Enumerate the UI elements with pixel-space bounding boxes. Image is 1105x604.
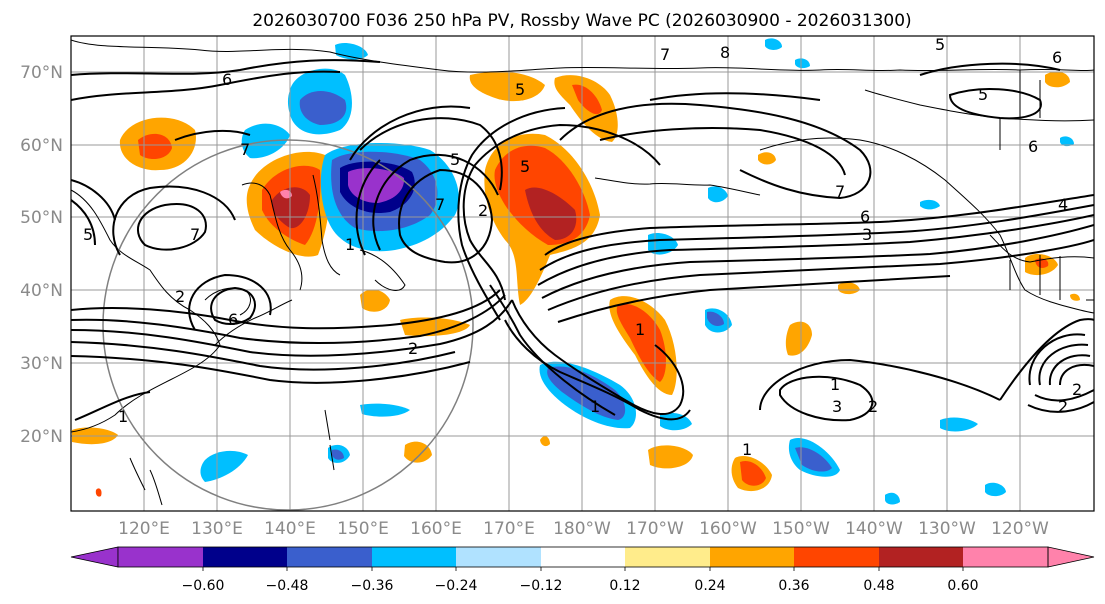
contour-label: 3 <box>862 225 872 244</box>
lon-label: 130°E <box>191 519 243 539</box>
lon-label: 170°W <box>626 519 684 539</box>
colorbar-bin <box>710 547 794 567</box>
contour-label: 1 <box>118 407 128 426</box>
colorbar-bin <box>541 547 625 567</box>
contour-label: 1 <box>590 397 600 416</box>
lon-label: 160°W <box>699 519 757 539</box>
colorbar-bin <box>372 547 456 567</box>
colorbar-tick-label: −0.12 <box>520 578 563 594</box>
colorbar-tick-label: 0.60 <box>947 578 978 594</box>
colorbar-bin <box>203 547 287 567</box>
contour-label: 6 <box>1052 48 1062 67</box>
colorbar-tick-label: 0.24 <box>694 578 725 594</box>
lat-label: 60°N <box>20 136 63 156</box>
lat-label: 70°N <box>20 63 63 83</box>
lat-label: 20°N <box>20 427 63 447</box>
colorbar-bin <box>794 547 879 567</box>
colorbar-tick-label: 0.12 <box>609 578 640 594</box>
contour-label: 7 <box>240 140 250 159</box>
lon-label: 130°W <box>918 519 976 539</box>
colorbar: −0.60 −0.48 −0.36 −0.24 −0.12 0.12 0.24 … <box>70 546 1095 594</box>
contour-label: 7 <box>660 45 670 64</box>
contour-label: 1 <box>742 440 752 459</box>
lat-label: 40°N <box>20 281 63 301</box>
colorbar-tick-label: 0.48 <box>863 578 894 594</box>
colorbar-bin <box>963 547 1048 567</box>
contour-labels: 6 5 8 7 5 5 6 6 7 6 4 3 5 5 7 2 7 1 2 1 … <box>83 35 1082 459</box>
contour-label: 2 <box>868 397 878 416</box>
lon-label: 150°E <box>337 519 389 539</box>
contour-label: 2 <box>175 287 185 306</box>
lon-label: 150°W <box>772 519 830 539</box>
reference-circle <box>102 139 474 511</box>
colorbar-tick-label: −0.60 <box>182 578 225 594</box>
lon-label: 160°E <box>410 519 462 539</box>
contour-label: 6 <box>860 207 870 226</box>
longitude-labels: 120°E 130°E 140°E 150°E 160°E 170°E 180°… <box>118 519 1049 539</box>
lon-label: 170°E <box>483 519 535 539</box>
lon-label: 120°E <box>118 519 170 539</box>
contour-label: 5 <box>450 150 460 169</box>
lat-label: 50°N <box>20 208 63 228</box>
colorbar-outline <box>117 546 1049 568</box>
contour-label: 2 <box>408 339 418 358</box>
height-contours <box>71 59 1094 422</box>
colorbar-bin <box>456 547 541 567</box>
colorbar-tick-label: −0.48 <box>266 578 309 594</box>
lon-label: 120°W <box>991 519 1049 539</box>
contour-label: 1 <box>635 320 645 339</box>
colorbar-bin <box>118 547 203 567</box>
colorbar-bin <box>879 547 963 567</box>
contour-label: 8 <box>720 43 730 62</box>
map-title: 2026030700 F036 250 hPa PV, Rossby Wave … <box>252 11 911 31</box>
contour-label: 6 <box>222 70 232 89</box>
pv-anomaly-shading <box>72 38 1080 505</box>
contour-label: 1 <box>345 235 355 254</box>
map-frame <box>70 35 1095 512</box>
contour-label: 3 <box>832 397 842 416</box>
colorbar-bin <box>625 547 710 567</box>
contour-label: 2 <box>1058 397 1068 416</box>
colorbar-tick-label: −0.24 <box>435 578 478 594</box>
contour-label: 2 <box>1072 380 1082 399</box>
lon-label: 140°W <box>845 519 903 539</box>
contour-label: 7 <box>835 182 845 201</box>
contour-label: 1 <box>830 375 840 394</box>
latitude-labels: 70°N 60°N 50°N 40°N 30°N 20°N <box>20 63 63 447</box>
colorbar-max-arrow <box>1047 546 1095 568</box>
contour-label: 5 <box>978 85 988 104</box>
colorbar-tick-label: 0.36 <box>778 578 809 594</box>
contour-label: 7 <box>435 195 445 214</box>
colorbar-tick-label: −0.36 <box>351 578 394 594</box>
contour-label: 5 <box>515 80 525 99</box>
lat-label: 30°N <box>20 354 63 374</box>
contour-label: 7 <box>190 225 200 244</box>
colorbar-bin <box>287 547 372 567</box>
contour-label: 5 <box>83 225 93 244</box>
contour-label: 5 <box>935 35 945 54</box>
lon-label: 180°W <box>553 519 611 539</box>
contour-label: 2 <box>478 201 488 220</box>
contour-label: 4 <box>1058 195 1068 214</box>
contour-label: 6 <box>228 310 238 329</box>
contour-label: 5 <box>520 157 530 176</box>
contour-label: 6 <box>1028 137 1038 156</box>
lon-label: 140°E <box>264 519 316 539</box>
colorbar-min-arrow <box>70 546 119 568</box>
